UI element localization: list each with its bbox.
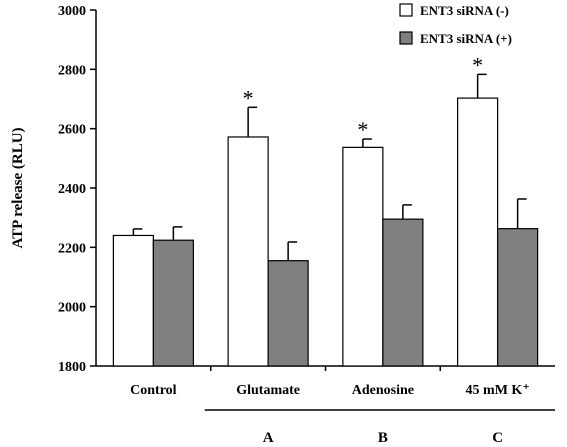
legend-swatch — [399, 3, 413, 17]
y-tick-label: 2000 — [58, 301, 86, 316]
x-category-label: Control — [130, 383, 177, 398]
significance-marker: * — [357, 117, 368, 142]
bar-sirna-plus — [497, 228, 539, 367]
y-tick-label: 2200 — [58, 241, 86, 256]
significance-marker: * — [472, 52, 483, 77]
y-tick-label: 2600 — [58, 123, 86, 138]
legend-label: ENT3 siRNA (-) — [420, 3, 509, 18]
bars: * * * — [112, 52, 539, 367]
y-tick-label: 2400 — [58, 182, 86, 197]
y-tick-label: 3000 — [58, 4, 86, 19]
bar-sirna-plus — [152, 239, 194, 367]
bar-sirna-plus — [382, 218, 424, 367]
legend-label: ENT3 siRNA (+) — [420, 31, 512, 46]
bar-sirna-minus — [342, 146, 384, 367]
x-category-label: Adenosine — [352, 383, 414, 398]
group-label: B — [378, 430, 388, 446]
group-label: A — [263, 430, 274, 446]
y-tick-label: 2800 — [58, 63, 86, 78]
x-category-label: Glutamate — [236, 383, 300, 398]
y-axis-label: ATP release (RLU) — [10, 127, 26, 248]
y-axis: 1800 2000 2200 2400 2600 2800 3000 — [58, 4, 97, 375]
x-axis: Control Glutamate Adenosine 45 mM K⁺ A B C — [96, 365, 555, 446]
bar-sirna-minus — [227, 136, 269, 367]
bar-sirna-minus — [457, 97, 499, 367]
group-label: C — [492, 430, 503, 446]
legend-swatch — [399, 31, 413, 45]
legend: ENT3 siRNA (-) ENT3 siRNA (+) — [399, 3, 512, 46]
x-category-label: 45 mM K⁺ — [466, 383, 530, 398]
y-tick-label: 1800 — [58, 360, 86, 375]
bar-sirna-minus — [112, 234, 154, 367]
significance-marker: * — [243, 85, 254, 110]
bar-sirna-plus — [267, 260, 309, 367]
